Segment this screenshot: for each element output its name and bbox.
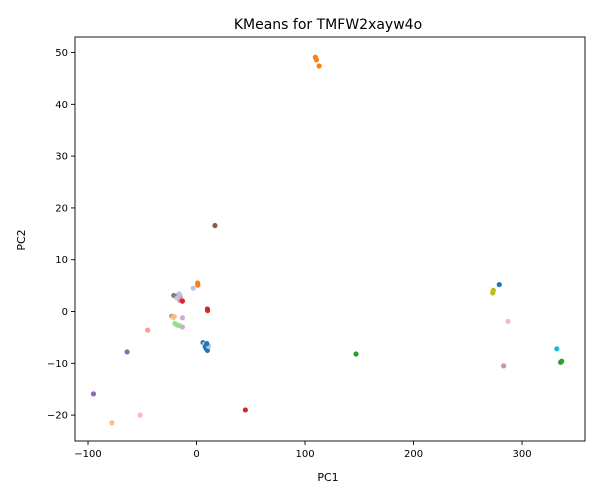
data-point [137,412,143,418]
x-tick-label: 0 [193,449,199,460]
x-tick-label: 300 [513,449,532,460]
y-tick-label: 30 [55,152,68,163]
data-point [313,57,320,63]
y-tick-label: 40 [55,100,68,111]
data-point [505,318,511,324]
data-point [90,391,97,397]
data-point [174,295,180,301]
data-point [171,314,177,320]
points-layer [90,54,565,426]
y-tick-label: −20 [47,411,68,422]
data-point [179,315,186,321]
data-point [195,282,201,288]
y-tick-label: 20 [55,203,68,214]
x-axis-label: PC1 [317,471,338,484]
y-tick-label: −10 [47,359,68,370]
plot-frame [74,36,586,442]
data-point [179,298,186,304]
y-tick-label: 50 [55,48,68,59]
data-point [501,363,507,369]
x-tick-label: −100 [74,449,101,460]
data-point [554,346,560,352]
data-point [212,222,218,229]
data-point [179,324,186,330]
x-tick-label: 100 [295,449,314,460]
y-tick-label: 0 [62,307,68,318]
data-point [353,351,359,357]
data-point [109,420,115,426]
data-point [490,287,496,293]
data-point [204,347,210,353]
chart-title: KMeans for TMFW2xayw4o [234,17,422,33]
x-tick-label: 200 [404,449,423,460]
data-point [316,63,322,69]
y-tick-label: 10 [55,255,68,266]
data-point [242,407,248,413]
data-point [559,358,565,364]
data-point [204,341,210,347]
data-point [190,285,196,291]
y-axis-label: PC2 [15,229,28,250]
data-point [124,349,130,355]
data-point [205,307,211,314]
data-point [496,281,502,288]
data-point [145,327,151,333]
